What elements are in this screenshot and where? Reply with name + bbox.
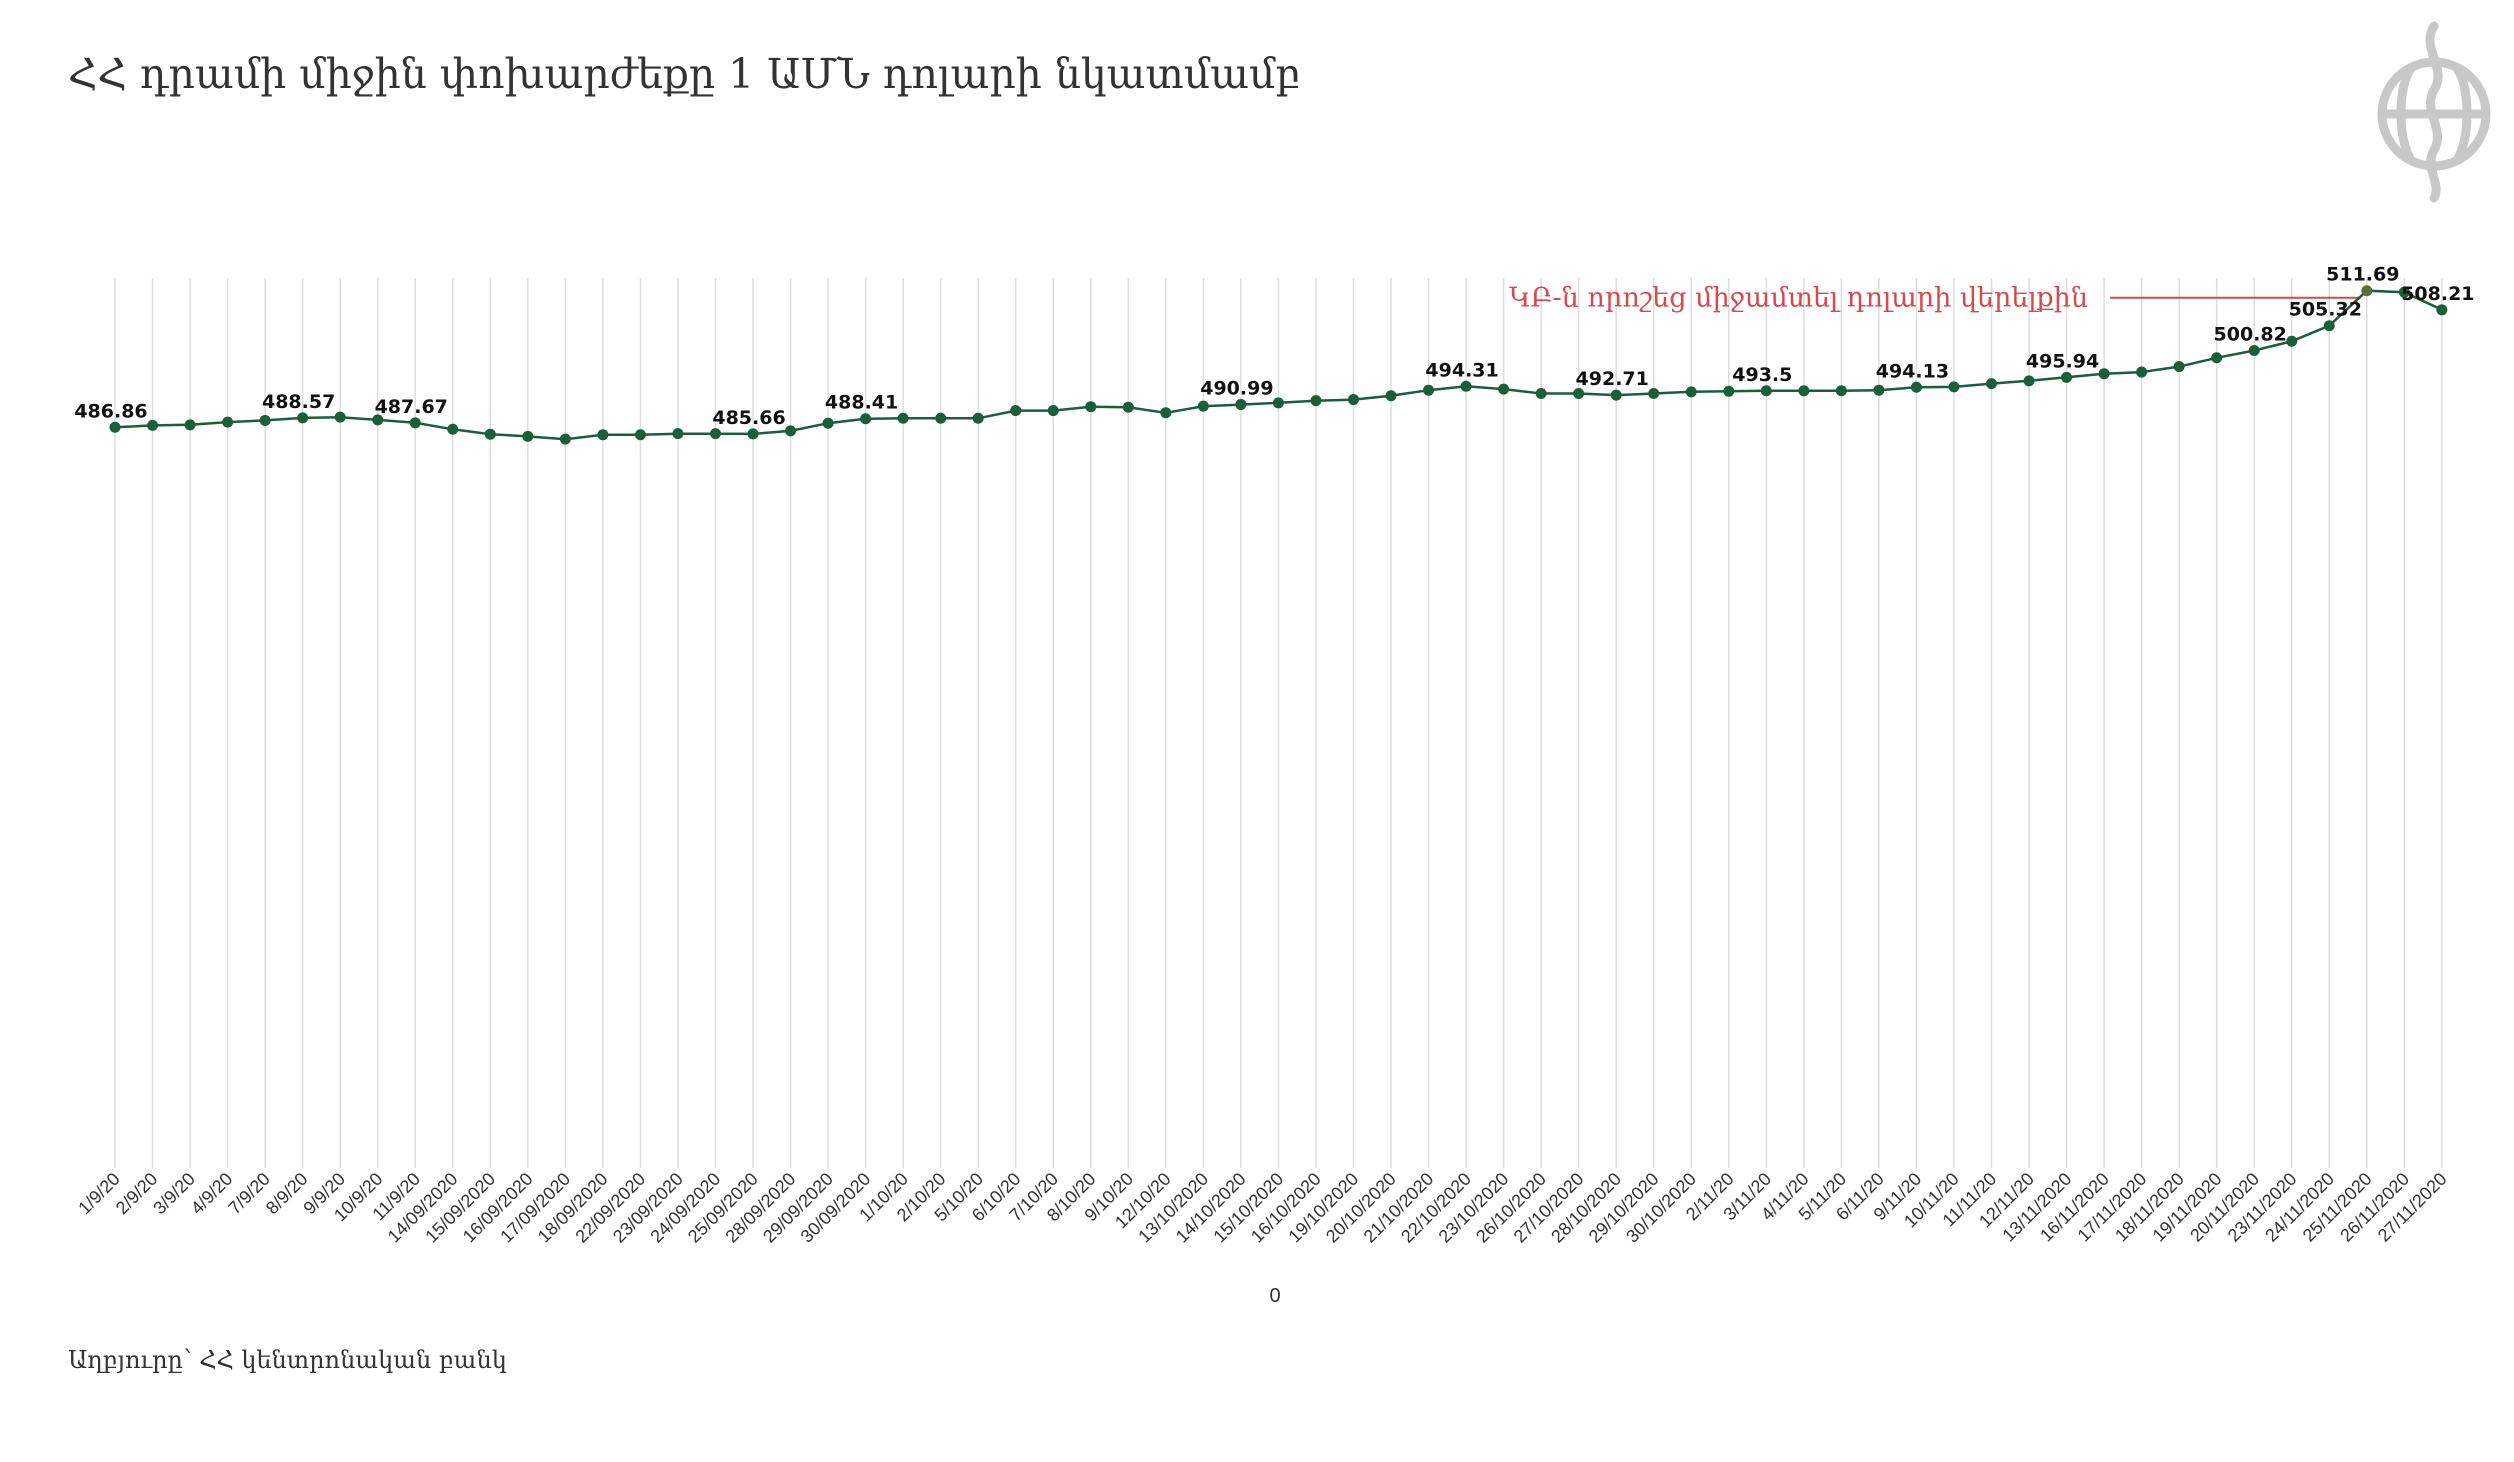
- x-axis-label: 0: [1269, 1285, 1280, 1307]
- data-label: 495.94: [2026, 350, 2099, 372]
- data-point: [409, 417, 421, 429]
- data-point: [1010, 405, 1022, 417]
- data-point: [2398, 286, 2410, 298]
- data-point: [2098, 368, 2110, 380]
- data-point: [1347, 394, 1359, 406]
- data-point: [597, 429, 609, 441]
- data-point: [1986, 378, 1997, 390]
- data-point: [1122, 401, 1134, 413]
- data-point: [2323, 320, 2335, 332]
- data-point: [1423, 384, 1435, 396]
- data-point: [2211, 352, 2223, 364]
- data-points: [109, 285, 2448, 445]
- data-point: [2136, 366, 2148, 378]
- data-point: [1723, 385, 1735, 397]
- data-point: [2248, 344, 2260, 356]
- data-point: [822, 417, 834, 429]
- data-point: [2173, 361, 2185, 373]
- x-tick-label: 4/9/20: [187, 1169, 237, 1219]
- data-point: [1197, 400, 1209, 412]
- data-point: [1573, 388, 1585, 399]
- data-point: [559, 433, 571, 445]
- data-point: [1685, 386, 1697, 398]
- data-point: [860, 413, 872, 425]
- source-note: Աղբյուրը՝ ՀՀ կենտրոնական բանկ: [68, 1346, 507, 1374]
- data-label: 508.21: [2401, 283, 2474, 305]
- data-point: [1760, 385, 1772, 397]
- data-label: 488.41: [825, 392, 898, 414]
- x-tick-label: 7/9/20: [224, 1169, 274, 1219]
- x-tick-label: 2/9/20: [112, 1169, 162, 1219]
- data-label: 494.13: [1876, 360, 1949, 382]
- data-point: [1085, 401, 1097, 413]
- data-point: [709, 428, 721, 440]
- chart-title: ՀՀ դրամի միջին փոխարժեքը 1 ԱՄՆ դոլարի նկ…: [68, 50, 1301, 98]
- data-label: 487.67: [375, 396, 448, 418]
- data-point: [1272, 397, 1284, 409]
- data-point: [2361, 285, 2373, 297]
- data-point: [1648, 388, 1660, 399]
- data-point: [1835, 385, 1847, 397]
- data-point: [634, 429, 646, 441]
- data-label: 500.82: [2214, 323, 2287, 345]
- data-label: 511.69: [2326, 264, 2399, 286]
- data-point: [2286, 335, 2298, 347]
- data-label: 488.57: [262, 391, 335, 413]
- data-point: [1610, 389, 1622, 401]
- annotation: ԿԲ-ն որոշեց միջամտել դոլարի վերելքին: [1509, 283, 2361, 314]
- data-point: [372, 414, 384, 426]
- data-point: [935, 412, 947, 424]
- data-label: 493.5: [1732, 364, 1792, 386]
- data-point: [522, 430, 534, 442]
- data-point: [259, 414, 271, 426]
- data-point: [972, 412, 984, 424]
- data-point: [1310, 395, 1322, 407]
- data-point: [447, 423, 459, 435]
- data-label: 485.66: [712, 407, 785, 429]
- data-point: [1498, 383, 1510, 395]
- media-logo-icon: [2377, 21, 2491, 203]
- data-point: [785, 425, 797, 437]
- data-point: [109, 421, 121, 433]
- data-label: 505.32: [2289, 299, 2362, 321]
- data-point: [334, 411, 346, 423]
- gridlines: [114, 278, 2443, 1168]
- data-label: 486.86: [74, 400, 147, 422]
- data-point: [297, 412, 309, 424]
- data-point: [184, 419, 196, 431]
- data-label: 492.71: [1576, 368, 1649, 390]
- data-point: [1160, 407, 1172, 419]
- x-tick-label: 3/9/20: [149, 1169, 199, 1219]
- data-point: [1385, 390, 1397, 402]
- data-label: 490.99: [1200, 378, 1273, 400]
- data-point: [897, 412, 909, 424]
- annotation-text: ԿԲ-ն որոշեց միջամտել դոլարի վերելքին: [1509, 283, 2088, 314]
- data-point: [147, 419, 159, 431]
- data-point: [747, 428, 759, 440]
- data-point: [1535, 388, 1547, 399]
- data-point: [2061, 371, 2073, 383]
- data-point: [1873, 384, 1885, 396]
- data-point: [1798, 385, 1810, 397]
- data-point: [1948, 381, 1960, 393]
- data-point: [2023, 375, 2035, 387]
- x-tick-label: 1/9/20: [74, 1169, 124, 1219]
- data-point: [222, 416, 234, 428]
- data-labels: 486.86 488.57 487.67 485.66 488.41 490.99 494.…: [74, 264, 2474, 429]
- data-point: [484, 428, 496, 440]
- data-point: [1235, 399, 1247, 411]
- x-axis-ticks: 1/9/202/9/203/9/204/9/207/9/208/9/209/9/…: [74, 1169, 2450, 1247]
- data-point: [672, 428, 684, 440]
- x-tick-label: 8/9/20: [262, 1169, 312, 1219]
- data-point: [2436, 304, 2448, 316]
- data-point: [1047, 405, 1059, 417]
- data-point: [1460, 380, 1472, 392]
- data-point: [1910, 381, 1922, 393]
- data-label: 494.31: [1425, 359, 1498, 381]
